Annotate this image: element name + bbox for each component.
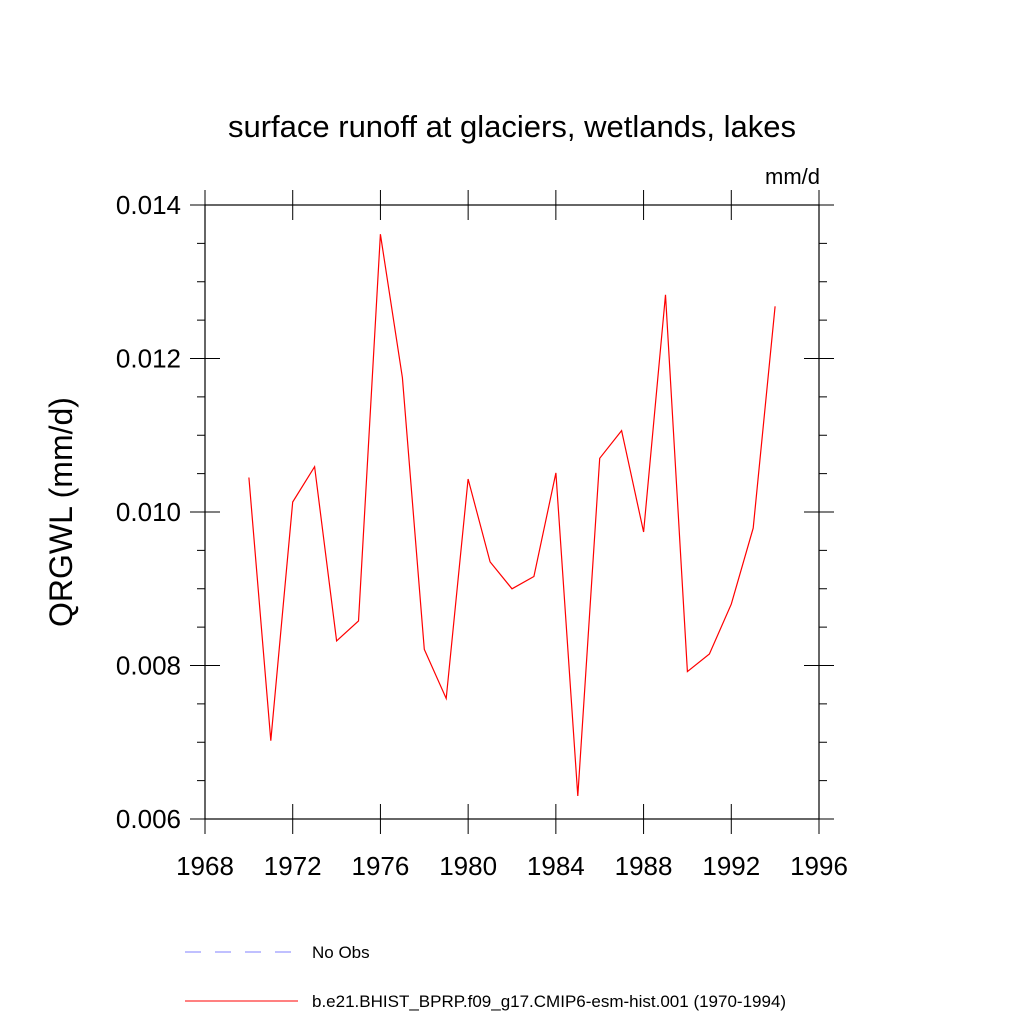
plot-frame [204, 204, 820, 820]
x-tick-label: 1992 [702, 851, 760, 881]
x-tick-labels: 1968 1972 1976 1980 1984 1988 1992 1996 [176, 851, 848, 881]
y-tick-label: 0.010 [116, 497, 181, 527]
chart-title: surface runoff at glaciers, wetlands, la… [228, 109, 796, 144]
y-axis-label: QRGWL (mm/d) [43, 397, 79, 627]
y-tick-label: 0.014 [116, 190, 181, 220]
x-tick-label: 1972 [264, 851, 322, 881]
axis-ticks [190, 190, 834, 834]
x-tick-label: 1980 [439, 851, 497, 881]
legend: No Obs b.e21.BHIST_BPRP.f09_g17.CMIP6-esm… [185, 943, 786, 1011]
x-tick-label: 1996 [790, 851, 848, 881]
y-tick-label: 0.012 [116, 344, 181, 374]
series-line [248, 234, 776, 797]
y-tick-label: 0.008 [116, 651, 181, 681]
legend-label: No Obs [312, 943, 370, 962]
x-tick-label: 1988 [615, 851, 673, 881]
x-tick-label: 1968 [176, 851, 234, 881]
y-tick-labels: 0.006 0.008 0.010 0.012 0.014 [116, 190, 181, 834]
series-lines [248, 234, 776, 797]
x-tick-label: 1976 [352, 851, 410, 881]
y-tick-label: 0.006 [116, 804, 181, 834]
legend-label: b.e21.BHIST_BPRP.f09_g17.CMIP6-esm-hist.… [312, 992, 786, 1011]
units-label: mm/d [765, 164, 820, 189]
x-tick-label: 1984 [527, 851, 585, 881]
